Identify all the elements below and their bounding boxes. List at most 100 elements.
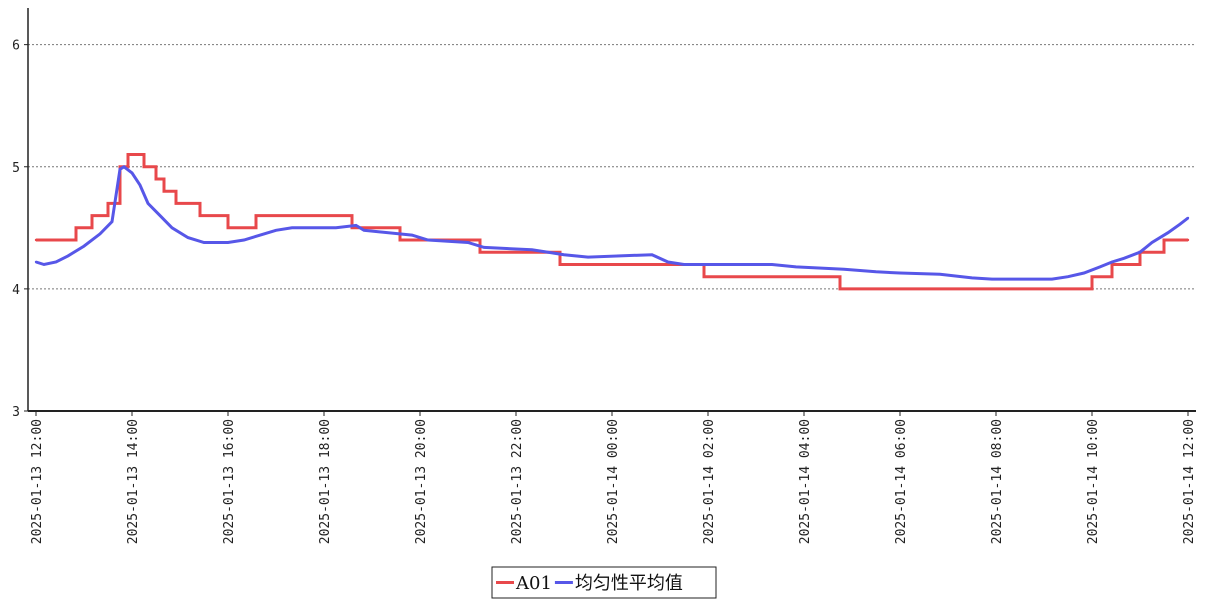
series-line-0 <box>36 153 1188 291</box>
data-point-1 <box>1150 241 1154 244</box>
data-point-1 <box>146 202 150 205</box>
data-point-0 <box>1186 238 1190 242</box>
data-point-1 <box>1050 277 1054 281</box>
data-point-1 <box>110 220 114 223</box>
x-tick-label: 2025-01-13 12:00 <box>30 419 45 544</box>
data-point-0 <box>142 165 146 168</box>
x-tick-label: 2025-01-13 20:00 <box>414 419 429 544</box>
data-point-1 <box>274 229 278 232</box>
y-tick-label: 3 <box>12 405 20 420</box>
data-point-1 <box>482 246 486 249</box>
x-tick-label: 2025-01-13 14:00 <box>126 419 141 544</box>
data-point-1 <box>1098 265 1102 269</box>
data-point-1 <box>362 229 366 232</box>
data-point-1 <box>98 232 102 236</box>
legend-box <box>491 566 717 599</box>
data-point-1 <box>990 277 994 281</box>
data-point-1 <box>122 165 126 168</box>
y-tick-label: 4 <box>12 283 20 298</box>
x-tick-label: 2025-01-14 10:00 <box>1086 419 1101 544</box>
data-point-1 <box>130 171 134 175</box>
data-point-1 <box>842 268 846 271</box>
data-point-1 <box>34 260 38 264</box>
data-point-1 <box>118 168 122 171</box>
data-point-1 <box>586 255 590 259</box>
x-tick-label: 2025-01-14 06:00 <box>894 419 909 544</box>
data-point-0 <box>838 287 842 291</box>
data-point-1 <box>334 226 338 229</box>
data-point-1 <box>1166 231 1170 234</box>
data-point-1 <box>898 271 902 275</box>
x-tick-label: 2025-01-14 04:00 <box>798 419 813 544</box>
data-point-1 <box>42 263 46 266</box>
y-tick-label: 6 <box>12 39 20 54</box>
data-point-0 <box>174 202 178 205</box>
data-point-0 <box>1110 263 1114 266</box>
series-lines <box>34 153 1190 291</box>
data-point-0 <box>558 263 562 266</box>
data-point-0 <box>154 177 158 181</box>
data-point-1 <box>158 214 162 217</box>
data-point-0 <box>478 251 482 254</box>
data-point-1 <box>1178 223 1182 226</box>
data-point-1 <box>770 263 774 266</box>
data-point-1 <box>138 183 142 187</box>
data-point-1 <box>666 260 670 264</box>
x-tick-label: 2025-01-13 18:00 <box>318 419 333 544</box>
data-point-1 <box>262 232 266 236</box>
data-point-1 <box>1122 257 1126 260</box>
data-point-0 <box>198 214 202 217</box>
legend: A01 均匀性平均值 <box>491 566 717 599</box>
y-axis-ticks: 3 4 5 6 <box>12 39 28 420</box>
data-point-1 <box>242 238 246 242</box>
gridlines <box>28 44 1196 412</box>
data-point-1 <box>226 241 230 244</box>
data-point-1 <box>1110 260 1114 264</box>
x-axis-ticks: 2025-01-13 12:00 2025-01-13 14:00 2025-01-… <box>30 411 1197 544</box>
data-point-0 <box>702 275 706 278</box>
data-point-0 <box>34 238 38 242</box>
legend-label-1: 均匀性平均值 <box>575 573 683 594</box>
data-point-1 <box>1082 271 1086 275</box>
legend-label-0: A01 <box>515 573 552 594</box>
data-point-0 <box>106 202 110 205</box>
data-point-1 <box>354 224 358 227</box>
data-point-1 <box>682 263 686 266</box>
data-point-1 <box>170 226 174 229</box>
x-tick-label: 2025-01-14 02:00 <box>702 419 717 544</box>
x-tick-label: 2025-01-13 16:00 <box>222 419 237 544</box>
data-point-0 <box>162 190 166 193</box>
data-point-1 <box>874 270 878 273</box>
x-tick-label: 2025-01-14 12:00 <box>1182 419 1197 544</box>
data-point-0 <box>1090 275 1094 278</box>
data-point-0 <box>90 214 94 217</box>
data-point-1 <box>466 241 470 244</box>
data-point-1 <box>794 265 798 269</box>
data-point-1 <box>1138 251 1142 254</box>
data-point-1 <box>54 260 58 264</box>
data-point-0 <box>74 226 78 229</box>
data-point-0 <box>1162 238 1166 242</box>
data-point-1 <box>290 226 294 229</box>
data-point-0 <box>226 226 230 229</box>
y-tick-label: 5 <box>12 161 20 176</box>
axes <box>27 8 1196 412</box>
data-point-0 <box>254 214 258 217</box>
data-point-1 <box>82 244 86 248</box>
data-point-1 <box>970 276 974 280</box>
data-point-1 <box>650 253 654 256</box>
data-point-1 <box>530 248 534 251</box>
data-point-1 <box>938 273 942 276</box>
data-point-1 <box>562 253 566 256</box>
x-tick-label: 2025-01-13 22:00 <box>510 419 525 544</box>
series-line-1 <box>35 164 1189 281</box>
x-tick-label: 2025-01-14 00:00 <box>606 419 621 544</box>
data-point-1 <box>1186 216 1190 220</box>
data-point-1 <box>426 238 430 242</box>
data-point-0 <box>398 238 402 242</box>
data-point-1 <box>1066 275 1070 278</box>
data-point-1 <box>202 241 206 244</box>
data-point-1 <box>410 233 414 237</box>
data-point-0 <box>126 153 130 156</box>
